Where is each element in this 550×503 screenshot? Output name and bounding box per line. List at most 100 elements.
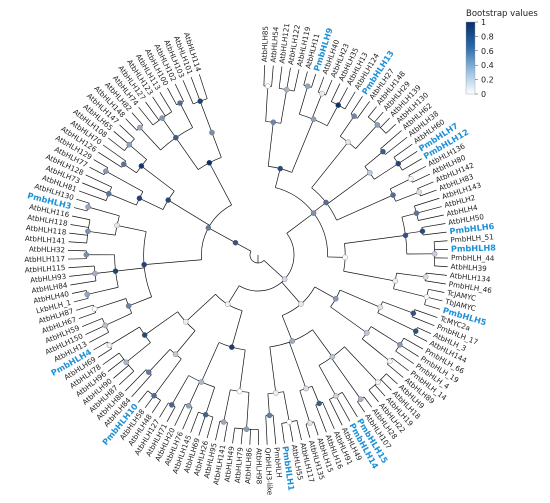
branch-line-112 xyxy=(330,306,368,334)
legend-tick-label-0: 1 xyxy=(481,18,486,27)
branch-line-213 xyxy=(107,359,124,372)
branch-line-151 xyxy=(305,424,311,438)
branch-line-87 xyxy=(343,270,396,282)
branch-line-158 xyxy=(281,423,285,444)
bootstrap-node-13 xyxy=(366,170,373,176)
bootstrap-node-1 xyxy=(283,86,290,93)
branch-arc-0 xyxy=(249,250,265,264)
branch-line-74 xyxy=(414,197,440,207)
branch-line-13 xyxy=(280,89,288,124)
bootstrap-node-19 xyxy=(419,228,426,234)
branch-line-270 xyxy=(82,182,109,195)
branch-line-181 xyxy=(205,387,216,415)
leaf-label-0: AtbHLH85 xyxy=(260,26,270,62)
branch-line-144 xyxy=(311,386,320,404)
branch-line-30 xyxy=(330,83,341,102)
legend-colorbar xyxy=(465,21,476,95)
branch-line-193 xyxy=(159,402,169,418)
bootstrap-node-8 xyxy=(351,113,357,119)
leaf-label-100: AtbHLH93 xyxy=(30,272,67,285)
branch-line-225 xyxy=(128,296,152,307)
branch-line-227 xyxy=(105,312,132,326)
branch-line-240 xyxy=(73,297,89,303)
branch-line-189 xyxy=(174,403,186,426)
branch-line-198 xyxy=(153,358,182,396)
legend-tick-label-4: 0.2 xyxy=(481,76,494,85)
branch-line-246 xyxy=(68,265,95,269)
branch-line-303 xyxy=(167,87,177,106)
branch-line-229 xyxy=(89,332,109,343)
bootstrap-node-38 xyxy=(316,400,322,407)
bootstrap-node-46 xyxy=(243,426,250,432)
bootstrap-node-55 xyxy=(145,369,152,375)
branch-line-271 xyxy=(85,174,112,188)
branch-line-32 xyxy=(344,91,356,110)
branch-line-297 xyxy=(138,106,154,126)
branch-line-11 xyxy=(263,65,265,86)
branch-line-18 xyxy=(291,119,314,173)
branch-line-238 xyxy=(87,286,119,295)
branch-line-236 xyxy=(115,267,145,272)
branch-line-31 xyxy=(337,87,348,106)
bootstrap-node-23 xyxy=(423,294,430,300)
branch-line-17 xyxy=(293,69,300,92)
leaf-label-69: AtbHLH86 xyxy=(243,447,254,484)
leaf-label-104: AtbHLH141 xyxy=(25,234,66,246)
branch-line-287 xyxy=(209,162,232,206)
branch-line-205 xyxy=(131,374,152,398)
branch-line-280 xyxy=(98,151,122,168)
bootstrap-node-20 xyxy=(431,251,438,257)
branch-line-1 xyxy=(263,260,285,280)
legend-tick-label-2: 0.6 xyxy=(481,47,494,56)
bootstrap-node-31 xyxy=(387,358,393,364)
bootstrap-node-75 xyxy=(103,168,109,174)
bootstrap-node-4 xyxy=(319,90,325,97)
branch-line-46 xyxy=(385,123,396,134)
branch-line-177 xyxy=(223,422,228,442)
branch-line-111 xyxy=(413,334,428,342)
branch-line-272 xyxy=(105,170,144,192)
branch-line-123 xyxy=(281,315,293,342)
branch-line-24 xyxy=(311,93,323,119)
bootstrap-node-3 xyxy=(304,83,311,89)
branch-line-232 xyxy=(94,298,127,310)
bootstrap-node-63 xyxy=(102,322,109,329)
bootstrap-node-71 xyxy=(85,204,91,210)
branch-line-102 xyxy=(339,289,381,308)
branch-line-44 xyxy=(374,111,384,123)
branch-line-133 xyxy=(330,357,362,400)
branch-line-295 xyxy=(161,117,177,138)
bootstrap-node-11 xyxy=(380,148,386,155)
bootstrap-node-56 xyxy=(172,351,179,357)
branch-line-310 xyxy=(190,77,201,102)
branch-line-251 xyxy=(116,225,147,232)
branch-line-218 xyxy=(93,341,108,351)
branch-line-257 xyxy=(70,224,89,228)
branch-line-304 xyxy=(174,83,184,102)
branch-line-179 xyxy=(201,342,220,383)
branch-line-28 xyxy=(326,104,339,126)
bootstrap-node-89 xyxy=(232,239,239,246)
branch-line-209 xyxy=(125,342,151,363)
branch-line-116 xyxy=(403,337,424,350)
branch-line-40 xyxy=(356,101,370,119)
branch-line-162 xyxy=(265,415,268,445)
leaf-label-36: AtbHLH134 xyxy=(449,271,491,284)
branch-line-130 xyxy=(380,379,392,391)
branch-line-118 xyxy=(395,350,414,365)
bootstrap-node-51 xyxy=(168,402,175,408)
branch-line-27 xyxy=(325,79,333,96)
branch-line-89 xyxy=(396,272,426,278)
branch-line-219 xyxy=(235,242,252,252)
branch-line-70 xyxy=(344,235,406,244)
branch-line-256 xyxy=(69,232,88,236)
bootstrap-node-49 xyxy=(202,411,209,418)
branch-line-159 xyxy=(267,393,270,416)
branch-line-258 xyxy=(71,215,91,221)
branch-line-76 xyxy=(418,214,444,221)
branch-line-129 xyxy=(386,373,398,385)
bootstrap-node-33 xyxy=(332,295,339,302)
branch-line-62 xyxy=(408,165,427,176)
branch-line-274 xyxy=(89,166,105,176)
bootstrap-node-62 xyxy=(281,276,288,282)
